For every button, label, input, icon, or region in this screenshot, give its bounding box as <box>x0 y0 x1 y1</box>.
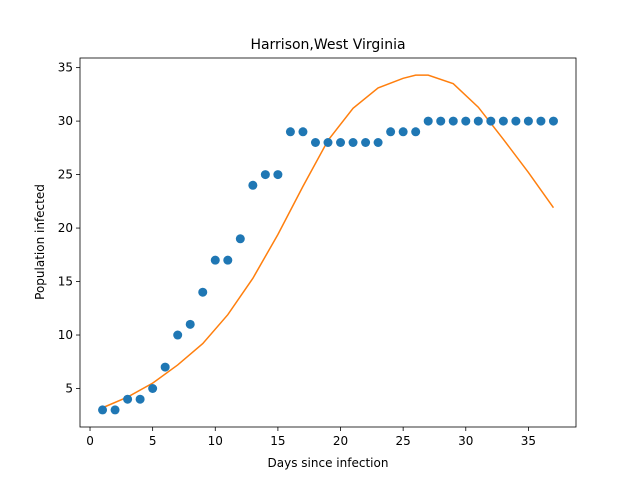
data-point <box>173 330 183 340</box>
x-axis-label: Days since infection <box>268 456 389 470</box>
y-tick-label: 5 <box>65 381 73 395</box>
data-point <box>336 138 346 147</box>
data-point <box>285 127 295 137</box>
data-point <box>235 234 245 244</box>
x-tick-label: 25 <box>396 434 411 448</box>
data-point <box>185 319 195 329</box>
data-point <box>348 138 358 147</box>
data-point <box>486 116 496 126</box>
x-tick-label: 0 <box>86 434 94 448</box>
data-point <box>323 138 333 147</box>
data-point <box>398 127 408 137</box>
x-tick-label: 30 <box>458 434 473 448</box>
data-point <box>148 384 158 393</box>
data-point <box>523 116 533 126</box>
data-point <box>361 138 371 147</box>
x-tick-label: 20 <box>333 434 348 448</box>
data-point <box>260 170 270 180</box>
y-tick-label: 10 <box>58 328 73 342</box>
x-tick-label: 35 <box>521 434 536 448</box>
data-point <box>198 287 208 297</box>
axes-frame <box>79 57 577 428</box>
data-point <box>448 116 458 126</box>
data-point <box>273 170 283 180</box>
data-point <box>536 116 546 126</box>
fit-line <box>102 74 555 409</box>
data-point <box>123 394 133 404</box>
data-point <box>386 127 396 137</box>
data-point <box>548 116 558 126</box>
data-point <box>498 116 508 126</box>
y-tick-label: 15 <box>58 275 73 289</box>
data-point <box>310 138 320 147</box>
y-tick-label: 30 <box>58 114 73 128</box>
x-tick-label: 5 <box>149 434 157 448</box>
y-tick-label: 35 <box>58 61 73 75</box>
axes-layer: 0 5 10 15 20 25 30 35 5 10 15 20 25 30 35 <box>58 57 577 448</box>
x-tick-label: 15 <box>270 434 285 448</box>
y-tick-label: 25 <box>58 168 73 182</box>
data-point <box>423 116 433 126</box>
data-point <box>223 255 233 265</box>
data-point <box>298 127 308 137</box>
data-point <box>160 362 170 372</box>
data-point <box>373 138 383 147</box>
x-tick-label: 10 <box>208 434 223 448</box>
chart-title: Harrison,West Virginia <box>250 37 405 53</box>
data-point <box>436 116 446 126</box>
data-point <box>210 255 220 265</box>
scatter-points-layer <box>98 116 558 415</box>
data-point <box>248 180 258 190</box>
data-point <box>461 116 471 126</box>
data-point <box>135 394 145 404</box>
data-point <box>473 116 483 126</box>
data-point <box>98 405 108 415</box>
data-point <box>110 405 120 415</box>
data-point <box>411 127 421 137</box>
data-point <box>511 116 521 126</box>
y-axis-label: Population infected <box>33 184 47 300</box>
y-tick-label: 20 <box>58 221 73 235</box>
fit-line-layer <box>102 74 555 409</box>
